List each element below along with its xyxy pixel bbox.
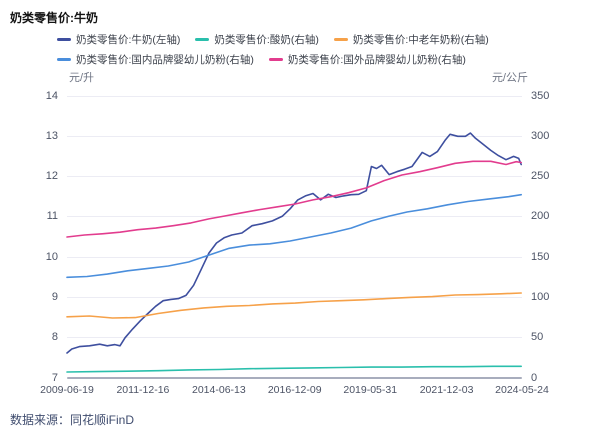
series-line-0 [66,132,523,354]
legend-item-label: 奶类零售价:国外品牌婴幼儿奶粉(右轴) [287,53,466,66]
x-axis-tick: 2009-06-19 [40,384,94,396]
series-line-4 [66,160,523,238]
gridline [67,95,522,97]
legend-row: 奶类零售价:牛奶(左轴) 奶类零售价:酸奶(右轴) 奶类零售价:中老年奶粉(右轴) [57,29,557,49]
legend-item-0[interactable]: 奶类零售价:牛奶(左轴) [57,32,180,47]
legend-row: 奶类零售价:国内品牌婴幼儿奶粉(右轴) 奶类零售价:国外品牌婴幼儿奶粉(右轴) [57,49,557,69]
legend-item-label: 奶类零售价:牛奶(左轴) [76,33,181,46]
y-axis-tick-right: 300 [531,129,550,142]
x-axis-line [67,377,522,379]
y-axis-tick-right: 150 [531,250,550,263]
legend-line-marker-icon [195,37,210,41]
x-axis-tick: 2021-12-03 [419,384,474,396]
y-axis-tick-right: 50 [531,331,544,344]
legend-line-marker-icon [57,57,71,61]
legend-item-2[interactable]: 奶类零售价:中老年奶粉(右轴) [333,32,489,47]
chart-title: 奶类零售价:牛奶 [10,11,98,25]
gridline [67,216,522,218]
legend-line-marker-icon [57,37,71,41]
gridline [67,256,522,258]
y-axis-tick-left: 10 [45,250,58,263]
legend-item-1[interactable]: 奶类零售价:酸奶(右轴) [195,32,319,47]
y-axis-tick-left: 8 [51,331,58,344]
x-axis-tick: 2014-06-13 [192,384,246,396]
legend-item-4[interactable]: 奶类零售价:国外品牌婴幼儿奶粉(右轴) [268,52,466,67]
y-axis-tick-left: 9 [51,290,58,303]
series-line-1 [66,365,523,373]
series-line-2 [66,292,523,319]
y-axis-tick-left: 7 [51,371,58,384]
legend-item-label: 奶类零售价:中老年奶粉(右轴) [352,33,489,46]
right-axis-unit: 元/公斤 [491,72,528,84]
y-axis-tick-right: 350 [531,89,550,102]
series-line-3 [66,193,523,279]
gridline [67,296,522,298]
gridline [67,135,522,137]
y-axis-tick-right: 200 [531,210,550,223]
left-axis-unit: 元/升 [69,72,95,84]
gridline [67,337,522,339]
legend-item-label: 奶类零售价:酸奶(右轴) [214,33,319,46]
y-axis-tick-right: 250 [531,170,550,183]
legend: 奶类零售价:牛奶(左轴) 奶类零售价:酸奶(右轴) 奶类零售价:中老年奶粉(右轴) 奶… [57,29,557,69]
y-axis-tick-left: 12 [45,170,58,183]
x-axis-tick: 2024-05-24 [495,384,549,396]
legend-line-marker-icon [333,37,348,41]
y-axis-tick-left: 13 [45,129,58,142]
gridline [67,176,522,178]
legend-line-marker-icon [268,57,283,61]
x-axis-tick: 2016-12-09 [267,384,322,396]
y-axis-tick-left: 11 [46,210,58,223]
legend-item-label: 奶类零售价:国内品牌婴幼儿奶粉(右轴) [76,53,254,66]
legend-item-3[interactable]: 奶类零售价:国内品牌婴幼儿奶粉(右轴) [57,52,254,67]
y-axis-tick-right: 100 [531,290,550,303]
x-axis-tick: 2019-05-31 [343,384,398,396]
x-axis-tick: 2011-12-16 [116,384,170,396]
data-source: 数据来源：同花顺iFinD [10,413,135,427]
y-axis-tick-right: 0 [531,371,538,384]
y-axis-tick-left: 14 [45,89,58,102]
